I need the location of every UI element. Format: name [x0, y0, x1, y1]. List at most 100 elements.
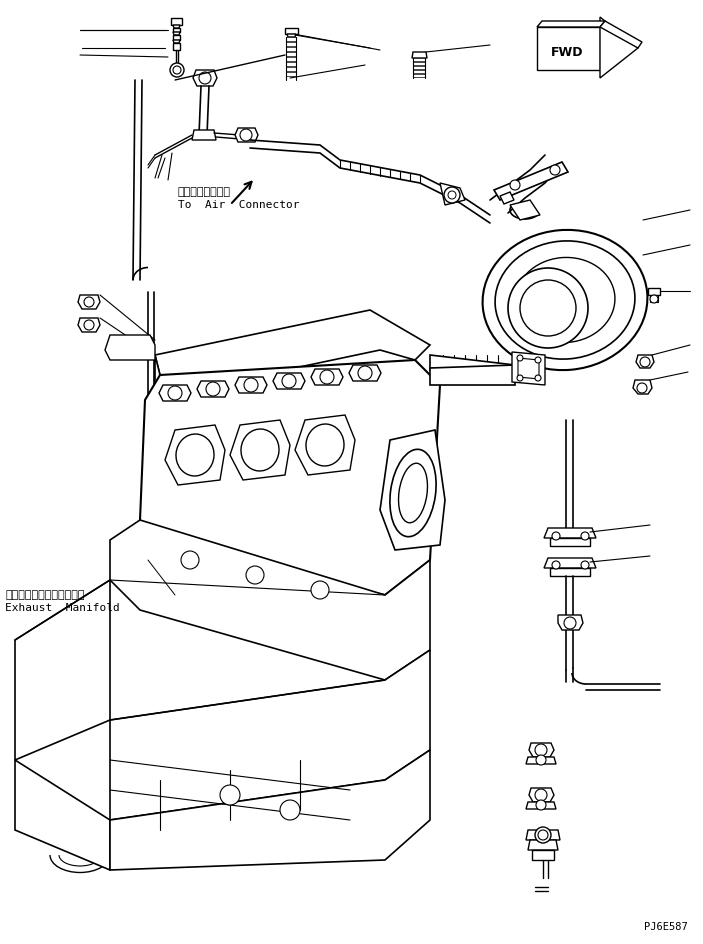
Polygon shape — [171, 18, 182, 25]
Polygon shape — [295, 415, 355, 475]
Circle shape — [536, 800, 546, 810]
Polygon shape — [413, 74, 425, 77]
Circle shape — [552, 561, 560, 569]
Circle shape — [535, 744, 547, 756]
Circle shape — [181, 551, 199, 569]
Circle shape — [280, 800, 300, 820]
Polygon shape — [537, 21, 605, 27]
Polygon shape — [430, 365, 515, 385]
Circle shape — [637, 383, 647, 393]
Polygon shape — [413, 58, 425, 61]
Polygon shape — [193, 70, 217, 86]
Circle shape — [444, 187, 460, 203]
Polygon shape — [173, 28, 180, 32]
Polygon shape — [600, 17, 638, 78]
Polygon shape — [510, 200, 540, 220]
Circle shape — [650, 295, 658, 303]
Circle shape — [84, 297, 94, 307]
Circle shape — [535, 789, 547, 801]
Polygon shape — [529, 788, 554, 802]
Polygon shape — [173, 43, 180, 50]
Polygon shape — [636, 355, 654, 368]
Polygon shape — [105, 335, 155, 360]
Polygon shape — [173, 25, 180, 28]
Circle shape — [536, 755, 546, 765]
Polygon shape — [286, 62, 296, 66]
Circle shape — [246, 566, 264, 584]
Polygon shape — [155, 355, 200, 425]
Polygon shape — [173, 35, 180, 40]
Polygon shape — [648, 288, 660, 295]
Ellipse shape — [399, 464, 427, 523]
Ellipse shape — [306, 424, 344, 466]
Circle shape — [581, 561, 589, 569]
Polygon shape — [380, 430, 445, 550]
Polygon shape — [110, 650, 430, 820]
Polygon shape — [173, 32, 180, 35]
Polygon shape — [558, 615, 583, 630]
Circle shape — [510, 180, 520, 190]
Polygon shape — [544, 528, 596, 538]
Ellipse shape — [241, 429, 279, 471]
Polygon shape — [413, 62, 425, 65]
Polygon shape — [140, 360, 440, 595]
Polygon shape — [412, 52, 427, 58]
Text: FWD: FWD — [551, 45, 583, 59]
Circle shape — [535, 357, 541, 363]
Polygon shape — [78, 295, 100, 309]
Polygon shape — [430, 355, 515, 380]
Polygon shape — [286, 72, 296, 76]
Circle shape — [564, 617, 576, 629]
Circle shape — [244, 378, 258, 392]
Polygon shape — [110, 750, 430, 870]
Polygon shape — [159, 385, 191, 401]
Ellipse shape — [515, 258, 615, 343]
Polygon shape — [110, 520, 430, 680]
Polygon shape — [286, 57, 296, 61]
Circle shape — [520, 280, 576, 336]
Circle shape — [220, 785, 240, 805]
Polygon shape — [413, 66, 425, 69]
Polygon shape — [286, 52, 296, 56]
Ellipse shape — [390, 449, 436, 537]
Polygon shape — [286, 47, 296, 51]
Polygon shape — [15, 580, 110, 760]
Circle shape — [320, 370, 334, 384]
Polygon shape — [650, 295, 658, 302]
Circle shape — [517, 355, 523, 361]
Polygon shape — [349, 365, 381, 381]
Circle shape — [517, 375, 523, 381]
Polygon shape — [413, 70, 425, 73]
Circle shape — [508, 268, 588, 348]
Circle shape — [282, 374, 296, 388]
Polygon shape — [500, 192, 514, 204]
Circle shape — [535, 827, 551, 843]
Polygon shape — [78, 318, 100, 332]
Polygon shape — [529, 743, 554, 757]
Circle shape — [640, 357, 650, 367]
Polygon shape — [532, 850, 554, 860]
Polygon shape — [512, 352, 545, 385]
Circle shape — [552, 532, 560, 540]
Circle shape — [84, 320, 94, 330]
Polygon shape — [537, 27, 600, 70]
Circle shape — [311, 581, 329, 599]
Text: To  Air  Connector: To Air Connector — [178, 200, 299, 210]
Polygon shape — [155, 310, 430, 388]
Polygon shape — [286, 67, 296, 71]
Polygon shape — [526, 757, 556, 764]
Polygon shape — [285, 28, 298, 34]
Text: エキゾーストマニホールド: エキゾーストマニホールド — [5, 590, 84, 600]
Polygon shape — [235, 377, 267, 393]
Circle shape — [581, 532, 589, 540]
Polygon shape — [286, 42, 296, 46]
Circle shape — [170, 63, 184, 77]
Circle shape — [538, 830, 548, 840]
Polygon shape — [544, 558, 596, 568]
Ellipse shape — [176, 434, 214, 476]
Polygon shape — [526, 802, 556, 809]
Polygon shape — [518, 358, 539, 379]
Polygon shape — [526, 830, 560, 840]
Text: PJ6E587: PJ6E587 — [644, 922, 688, 932]
Polygon shape — [165, 425, 225, 485]
